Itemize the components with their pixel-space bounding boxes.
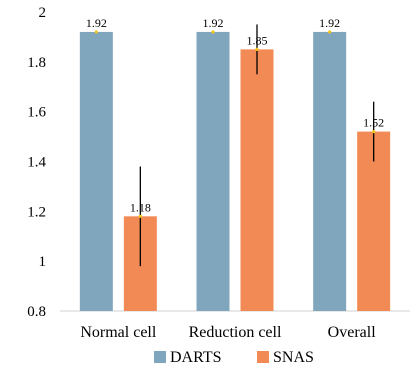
y-tick-label: 1: [39, 254, 47, 270]
bar-darts: [313, 31, 347, 312]
legend-swatch-darts: [154, 351, 166, 363]
legend-label-snas: SNAS: [273, 349, 314, 366]
bar-darts: [79, 31, 113, 312]
data-label: 1.52: [363, 116, 384, 130]
y-tick-label: 1.6: [27, 105, 46, 121]
legend-swatch-snas: [257, 351, 269, 363]
y-tick-label: 1.4: [27, 155, 46, 171]
value-marker: [138, 214, 142, 218]
value-marker: [255, 47, 259, 51]
category-label: Reduction cell: [189, 324, 282, 341]
data-label: 1.92: [319, 16, 340, 30]
value-marker: [94, 30, 98, 34]
y-tick-label: 1.8: [27, 55, 46, 71]
legend-label-darts: DARTS: [170, 349, 222, 366]
y-tick-label: 1.2: [27, 204, 46, 220]
data-label: 1.92: [86, 16, 107, 30]
data-label: 1.85: [247, 33, 268, 47]
y-tick-label: 0.8: [27, 304, 46, 320]
category-label: Overall: [328, 324, 377, 341]
x-axis-labels: Normal cell Reduction cell Overall: [80, 324, 376, 341]
data-label: 1.18: [130, 200, 151, 214]
y-tick-label: 2: [39, 5, 47, 21]
bar-snas: [240, 49, 274, 311]
value-marker: [328, 30, 332, 34]
value-marker: [211, 30, 215, 34]
value-marker: [372, 130, 376, 134]
category-label: Normal cell: [80, 324, 157, 341]
bars: 1.92 1.18 1.92 1.85 1.92 1.52: [79, 16, 391, 312]
bar-darts: [196, 31, 230, 312]
y-axis: 0.8 1 1.2 1.4 1.6 1.8 2: [27, 5, 46, 320]
data-label: 1.92: [203, 16, 224, 30]
legend: DARTS SNAS: [154, 349, 314, 366]
